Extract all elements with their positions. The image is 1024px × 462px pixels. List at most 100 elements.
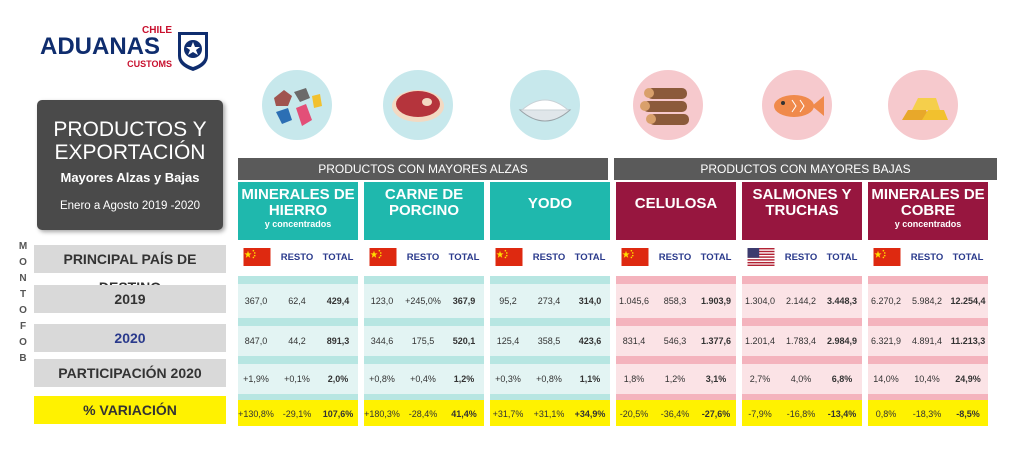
row-label-participacion: PARTICIPACIÓN 2020 [34,359,226,387]
product-subtitle: y concentrados [264,219,332,229]
value-cell-y2019: 429,4 [326,296,350,306]
row-band [238,326,358,356]
logo-chile-text: CHILE [142,25,172,36]
product-name: SALMONES Y TRUCHAS [752,186,852,219]
row-band [616,356,736,364]
value-cell-part: 14,0% [873,374,899,384]
value-cell-part: 4,0% [790,374,812,384]
value-cell-var: -36,4% [660,409,690,419]
vertical-letter: B [19,353,27,364]
value-cell-y2020: 44,2 [288,336,306,346]
row-band [742,400,862,426]
row-band [238,276,358,284]
product-header: SALMONES Y TRUCHAS [742,182,862,240]
vertical-letter: O [19,257,27,268]
title-line2: EXPORTACIÓN [54,141,206,164]
value-cell-var: +34,9% [574,409,606,419]
row-band [742,364,862,394]
logo-aduanas-text: ADUANAS [40,33,160,60]
row-band [364,326,484,356]
value-cell-y2020: 546,3 [663,336,687,346]
row-band [868,356,988,364]
value-cell-part: +0,8% [536,374,562,384]
row-band [868,394,988,400]
value-cell-y2020: 11.213,3 [950,336,986,346]
title-line1: PRODUCTOS Y [53,118,207,141]
title-heading: PRODUCTOS Y EXPORTACIÓN [37,118,223,164]
row-band [742,356,862,364]
value-cell-y2020: 847,0 [244,336,268,346]
value-cell-y2019: 273,4 [537,296,561,306]
product-name: MINERALES DE HIERRO [241,186,355,219]
row-label-2020: 2020 [34,324,226,352]
section-header-alzas: PRODUCTOS CON MAYORES ALZAS [238,158,608,180]
vertical-letter: F [19,321,27,332]
meat-icon [383,70,453,140]
usa-flag [746,248,776,266]
column-label-total: TOTAL [448,252,480,263]
column-label-resto: RESTO [658,252,692,263]
value-cell-part: +0,4% [410,374,436,384]
china-flag [620,248,650,266]
value-cell-y2019: 6.270,2 [870,296,902,306]
row-band [742,394,862,400]
logs-icon [633,70,703,140]
value-cell-var: +130,8% [238,409,274,419]
column-label-total: TOTAL [952,252,984,263]
column-label-resto: RESTO [406,252,440,263]
value-cell-y2020: 175,5 [411,336,435,346]
value-cell-var: -27,6% [701,409,731,419]
row-band [616,318,736,326]
column-label-total: TOTAL [826,252,858,263]
vertical-letter: O [19,337,27,348]
value-cell-var: +31,1% [533,409,565,419]
value-cell-y2019: 367,0 [244,296,268,306]
row-band [742,284,862,318]
value-cell-y2019: 95,2 [499,296,517,306]
value-cell-y2019: 62,4 [288,296,306,306]
row-band [616,400,736,426]
product-subtitle: y concentrados [894,219,962,229]
column-label-resto: RESTO [910,252,944,263]
value-cell-y2019: 12.254,4 [950,296,986,306]
row-band [238,364,358,394]
product-data-column: RESTO TOTAL 6.270,2 5.984,2 12.254,4 6.321,9 4… [868,242,988,426]
value-cell-var: 0,8% [875,409,897,419]
title-subtitle: Mayores Alzas y Bajas [60,170,200,185]
row-band [364,284,484,318]
row-band [238,394,358,400]
value-cell-part: 1,1% [579,374,601,384]
row-band [490,400,610,426]
row-band [364,276,484,284]
column-label-resto: RESTO [280,252,314,263]
row-band [364,356,484,364]
row-band [868,364,988,394]
section-header-bajas: PRODUCTOS CON MAYORES BAJAS [614,158,997,180]
product-header: YODO [490,182,610,240]
product-header: CARNE DE PORCINO [364,182,484,240]
row-label-2019: 2019 [34,285,226,313]
title-box: PRODUCTOS Y EXPORTACIÓN Mayores Alzas y … [37,100,223,230]
row-band [364,394,484,400]
row-band [238,284,358,318]
logo-customs-text: CUSTOMS [127,59,172,69]
row-label-variacion: % VARIACIÓN [34,396,226,424]
row-band [364,318,484,326]
row-band [490,318,610,326]
row-band [490,326,610,356]
gold-bars-icon [888,70,958,140]
row-band [364,364,484,394]
product-name: CELULOSA [634,195,718,212]
value-cell-y2019: 1.903,9 [700,296,732,306]
value-cell-var: -20,5% [619,409,649,419]
value-cell-y2019: 5.984,2 [911,296,943,306]
row-band [868,326,988,356]
row-label-destino: PRINCIPAL PAÍS DE DESTINO [34,245,226,295]
china-flag [242,248,272,266]
value-cell-part: 24,9% [955,374,981,384]
value-cell-var: -29,1% [282,409,312,419]
row-band [868,318,988,326]
value-cell-y2020: 344,6 [370,336,394,346]
column-label-total: TOTAL [574,252,606,263]
column-label-total: TOTAL [700,252,732,263]
